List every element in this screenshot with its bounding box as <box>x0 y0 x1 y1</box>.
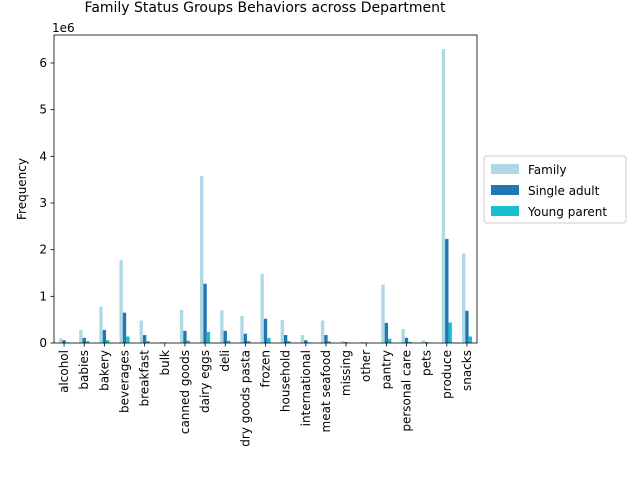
bar <box>469 336 472 343</box>
bar <box>442 49 445 343</box>
x-tick-label: breakfast <box>138 350 152 407</box>
bar <box>264 319 267 343</box>
bar <box>445 239 448 343</box>
bar <box>405 338 408 343</box>
bar <box>99 307 102 343</box>
x-tick-label: babies <box>77 350 91 390</box>
bar <box>119 260 122 343</box>
bar <box>385 323 388 343</box>
bar <box>244 334 247 343</box>
legend-label: Family <box>528 163 567 177</box>
legend-label: Young parent <box>527 205 607 219</box>
bar <box>207 332 210 343</box>
x-tick-label: alcohol <box>57 350 71 393</box>
x-tick-label: bakery <box>97 350 111 391</box>
legend-swatch <box>491 206 519 216</box>
y-tick-label: 0 <box>39 336 47 350</box>
bar <box>106 340 109 343</box>
x-tick-label: missing <box>339 350 353 396</box>
bar <box>200 176 203 343</box>
x-tick-label: other <box>359 350 373 382</box>
bar <box>381 285 384 343</box>
bar <box>267 338 270 343</box>
bar <box>301 335 304 343</box>
bar <box>140 321 143 343</box>
bar <box>401 329 404 343</box>
bar <box>448 322 451 343</box>
y-tick-label: 4 <box>39 149 47 163</box>
y-tick-label: 2 <box>39 243 47 257</box>
legend-swatch <box>491 185 519 195</box>
x-tick-label: snacks <box>460 350 474 391</box>
x-tick-label: meat seafood <box>319 350 333 432</box>
bar <box>103 330 106 343</box>
legend-swatch <box>491 164 519 174</box>
bar <box>224 331 227 343</box>
bar <box>321 321 324 343</box>
legend-label: Single adult <box>528 184 600 198</box>
x-tick-label: produce <box>440 350 454 399</box>
x-tick-label: pantry <box>379 350 393 389</box>
y-tick-label: 6 <box>39 56 47 70</box>
bar <box>183 331 186 343</box>
y-scale-label: 1e6 <box>52 21 75 35</box>
bar <box>126 336 129 343</box>
bar <box>388 339 391 343</box>
x-tick-label: international <box>299 350 313 426</box>
x-tick-label: beverages <box>118 350 132 413</box>
legend: Family Single adult Young parent <box>484 156 626 223</box>
chart-title: Family Status Groups Behaviors across De… <box>85 0 446 16</box>
bar <box>83 338 86 343</box>
plot-frame <box>54 35 477 343</box>
y-axis-label: Frequency <box>15 158 29 220</box>
bars-layer <box>59 49 472 343</box>
bar <box>281 320 284 343</box>
x-tick-label: frozen <box>259 350 273 388</box>
x-tick-label: canned goods <box>178 350 192 434</box>
y-tick-label: 5 <box>39 103 47 117</box>
x-tick-label: dairy eggs <box>198 350 212 413</box>
bar <box>465 311 468 343</box>
bar <box>260 274 263 343</box>
x-tick-label: deli <box>218 350 232 372</box>
bar <box>62 340 65 343</box>
bar <box>304 340 307 343</box>
y-tick-label: 3 <box>39 196 47 210</box>
x-tick-label: pets <box>420 350 434 376</box>
bar <box>220 310 223 343</box>
bar <box>143 335 146 343</box>
bar <box>180 310 183 343</box>
bar <box>284 335 287 343</box>
bar <box>324 335 327 343</box>
x-tick-label: bulk <box>158 350 172 376</box>
x-tick-label: dry goods pasta <box>238 350 252 447</box>
bar <box>422 340 425 343</box>
axes-layer: 0 1 2 3 4 5 6 alcohol babies bakery beverages break… <box>39 35 477 447</box>
x-tick-label: household <box>279 350 293 412</box>
bar <box>240 316 243 343</box>
bar <box>79 330 82 343</box>
bar <box>203 284 206 343</box>
bar <box>462 253 465 343</box>
x-tick-label: personal care <box>400 350 414 432</box>
y-tick-label: 1 <box>39 289 47 303</box>
bar <box>123 313 126 343</box>
bar <box>59 338 62 343</box>
